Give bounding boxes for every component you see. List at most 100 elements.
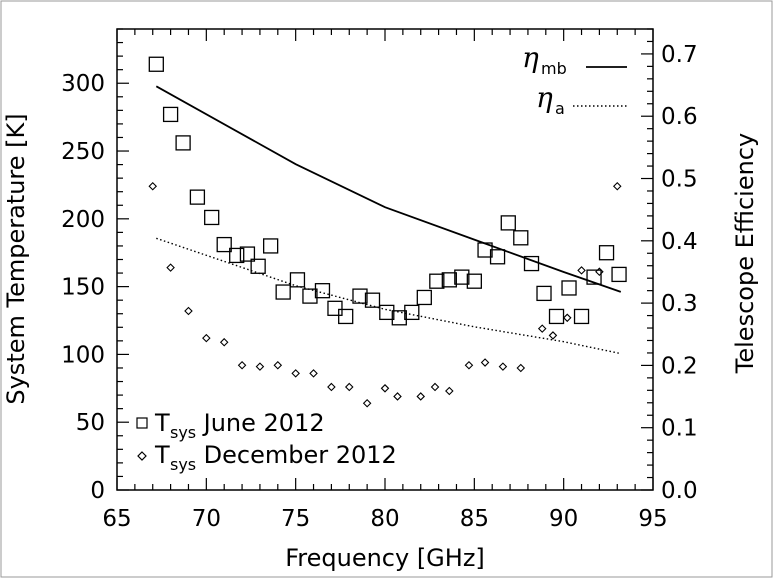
y-left-tick-label: 0: [90, 478, 105, 504]
june-data-point: [216, 236, 232, 253]
y-right-tick-labels: 0.0 0.1 0.2 0.3 0.4 0.5 0.6 0.7: [661, 42, 698, 504]
december-data-point: [380, 384, 390, 393]
x-tick-label: 75: [281, 506, 310, 532]
x-tick-label: 85: [460, 506, 489, 532]
june-data-point: [586, 269, 602, 285]
legend-december-T: T: [154, 441, 170, 469]
june-data-point: [489, 249, 506, 265]
y-right-axis-title: Telescope Efficiency: [731, 133, 759, 374]
june-data-point: [513, 230, 529, 246]
legend-june-label: June 2012: [196, 409, 325, 437]
june-data-point: [598, 245, 615, 261]
y-left-tick-label: 250: [61, 139, 105, 165]
legend-eta-mb-symbol: η: [522, 41, 539, 74]
december-data-point: [202, 333, 211, 343]
temperature-markers: [148, 56, 627, 408]
legend-eta-mb-subscript: mb: [541, 59, 567, 78]
june-data-point: [611, 266, 627, 283]
december-data-point: [273, 360, 283, 370]
december-data-point: [309, 369, 318, 378]
y-right-tick-label: 0.0: [661, 478, 698, 504]
june-data-point: [289, 272, 306, 288]
december-data-point: [430, 382, 440, 392]
y-left-tick-label: 150: [61, 275, 105, 301]
x-tick-label: 65: [102, 506, 131, 532]
june-data-point: [352, 288, 368, 304]
june-data-point: [302, 288, 318, 304]
december-data-point: [255, 362, 265, 371]
june-data-point: [263, 238, 279, 254]
y-right-tick-label: 0.1: [661, 416, 698, 442]
december-data-point: [291, 369, 300, 378]
y-left-tick-label: 100: [61, 342, 105, 368]
june-data-point: [416, 289, 432, 306]
june-data-point: [327, 300, 343, 316]
december-data-point: [219, 337, 229, 347]
x-tick-labels: 65 70 75 80 85 90 95: [102, 506, 667, 532]
june-data-point: [204, 209, 220, 226]
y-left-tick-label: 50: [76, 410, 105, 436]
june-data-point: [148, 56, 164, 72]
y-left-tick-label: 200: [61, 207, 105, 233]
december-data-point: [445, 386, 454, 396]
june-data-point: [162, 106, 179, 123]
december-data-point: [184, 306, 193, 316]
june-data-point: [239, 246, 256, 262]
june-data-point: [404, 304, 420, 321]
legend-december-label: December 2012: [196, 441, 397, 469]
legend-eta-a-symbol: η: [536, 81, 553, 114]
y-left-axis-title: System Temperature [K]: [2, 113, 30, 404]
legend-june-sub: sys: [170, 423, 196, 442]
y-right-tick-label: 0.2: [661, 353, 698, 379]
december-data-point: [393, 392, 402, 401]
efficiency-lines: [155, 85, 622, 355]
june-data-point: [536, 285, 552, 302]
june-data-point: [275, 284, 291, 300]
june-data-point: [379, 304, 395, 321]
eta-mb-line: [155, 85, 622, 293]
eta-a-line: [156, 237, 621, 355]
december-data-point: [498, 362, 508, 371]
x-tick-label: 95: [638, 506, 667, 532]
june-data-point: [250, 258, 266, 274]
june-data-point: [314, 283, 331, 299]
june-data-point: [175, 135, 191, 151]
june-data-point: [573, 308, 590, 325]
december-data-point: [237, 360, 247, 370]
december-data-point: [416, 392, 426, 401]
june-data-point: [454, 269, 470, 285]
june-data-point: [441, 272, 457, 288]
legend-june-T: T: [154, 409, 170, 437]
december-data-point: [562, 313, 572, 323]
december-data-point: [577, 266, 586, 275]
december-data-point: [327, 382, 336, 392]
y-right-tick-label: 0.7: [661, 42, 698, 68]
y-right-tick-label: 0.5: [661, 167, 698, 193]
june-data-point: [523, 255, 540, 272]
december-data-point: [595, 267, 604, 276]
june-data-point: [561, 280, 577, 296]
x-tick-label: 70: [192, 506, 221, 532]
december-data-point: [344, 382, 354, 392]
y-left-tick-label: 300: [61, 71, 105, 97]
legend-square-marker: [136, 417, 148, 429]
legend-diamond-marker: [137, 451, 147, 461]
june-data-point: [466, 273, 482, 289]
december-data-point: [148, 182, 158, 191]
december-data-point: [612, 182, 622, 191]
legend-temperature: T sys June 2012 T sys December 2012: [136, 409, 397, 474]
december-data-point: [362, 398, 372, 408]
y-right-tick-label: 0.4: [661, 229, 698, 255]
december-data-point: [516, 363, 526, 373]
y-right-tick-label: 0.6: [661, 104, 698, 130]
legend-eta-a-subscript: a: [555, 99, 565, 118]
december-data-point: [166, 263, 175, 272]
december-data-point: [480, 358, 490, 367]
x-tick-label: 80: [370, 506, 399, 532]
axis-ticks: [116, 28, 654, 491]
december-data-point: [537, 324, 547, 333]
june-data-point: [500, 215, 516, 231]
legend-december-sub: sys: [170, 455, 196, 474]
y-left-tick-labels: 0 50 100 150 200 250 300: [61, 71, 105, 504]
